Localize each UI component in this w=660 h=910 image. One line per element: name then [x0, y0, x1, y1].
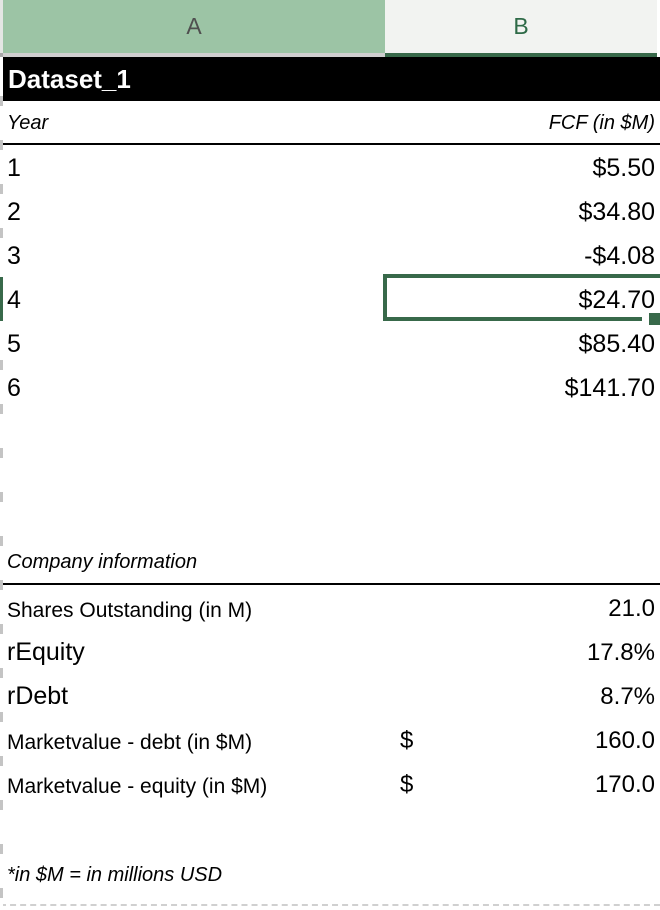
- page-break-line: [0, 904, 660, 906]
- row-boundary-tick: [0, 536, 3, 546]
- row-boundary-tick: [0, 712, 3, 722]
- column-headers: A B: [3, 0, 660, 53]
- table-row-selected: 4 $24.70: [3, 277, 660, 321]
- row-boundary-tick: [0, 800, 3, 810]
- currency-symbol: $: [400, 727, 414, 754]
- row-boundary-tick: [0, 184, 3, 194]
- info-value-cell[interactable]: 170.0: [594, 771, 655, 798]
- column-header-b[interactable]: B: [385, 0, 657, 53]
- info-value-cell[interactable]: 21.0: [608, 595, 655, 622]
- info-label-cell[interactable]: Shares Outstanding (in M): [7, 599, 253, 622]
- fcf-cell[interactable]: $5.50: [592, 154, 655, 182]
- info-value-cell[interactable]: 8.7%: [600, 683, 655, 710]
- year-cell[interactable]: 3: [7, 242, 21, 270]
- dataset-title-cell[interactable]: Dataset_1: [3, 57, 660, 101]
- year-cell[interactable]: 1: [7, 154, 21, 182]
- row-boundary-tick: [0, 140, 3, 150]
- row-boundary-tick: [0, 96, 3, 106]
- info-row: Shares Outstanding (in M) 21.0: [3, 585, 660, 629]
- fcf-cell[interactable]: -$4.08: [584, 242, 655, 270]
- year-cell[interactable]: 2: [7, 198, 21, 226]
- info-label-cell[interactable]: Marketvalue - debt (in $M): [7, 731, 253, 754]
- year-cell[interactable]: 5: [7, 330, 21, 358]
- row-boundary-tick: [0, 404, 3, 414]
- fcf-cell[interactable]: $85.40: [578, 330, 655, 358]
- currency-symbol: $: [400, 771, 414, 798]
- info-row: rEquity 17.8%: [3, 629, 660, 673]
- row-boundary-tick: [0, 888, 3, 898]
- year-cell[interactable]: 4: [7, 286, 21, 314]
- row-boundary-tick: [0, 228, 3, 238]
- row-boundary-tick: [0, 448, 3, 458]
- info-value-cell[interactable]: 17.8%: [586, 639, 655, 666]
- fcf-cell[interactable]: $141.70: [564, 374, 655, 402]
- table-row: 5 $85.40: [3, 321, 660, 365]
- year-cell[interactable]: 6: [7, 374, 21, 402]
- table-header-row: Year FCF (in $M): [3, 101, 660, 145]
- row-boundary-tick: [0, 624, 3, 634]
- table-row: 6 $141.70: [3, 365, 660, 409]
- section-heading-row: Company information: [3, 541, 660, 585]
- info-label-cell[interactable]: rEquity: [7, 638, 85, 666]
- fill-handle[interactable]: [649, 313, 660, 325]
- column-a-underline: [3, 53, 385, 57]
- fcf-cell-selected[interactable]: $24.70: [578, 286, 655, 314]
- column-b-selected-underline: [385, 53, 657, 57]
- info-row: Marketvalue - debt (in $M) $ 160.0: [3, 717, 660, 761]
- row-boundary-tick: [0, 492, 3, 502]
- footnote-cell[interactable]: *in $M = in millions USD: [7, 864, 223, 886]
- info-value-cell[interactable]: 160.0: [594, 727, 655, 754]
- footnote-row: *in $M = in millions USD: [3, 849, 660, 893]
- fcf-cell[interactable]: $34.80: [578, 198, 655, 226]
- table-row: 3 -$4.08: [3, 233, 660, 277]
- info-label-cell[interactable]: rDebt: [7, 682, 69, 710]
- column-header-underline: [3, 53, 660, 57]
- row-header-edge-joint: [0, 53, 3, 57]
- column-header-a[interactable]: A: [3, 0, 385, 53]
- table-row: 1 $5.50: [3, 145, 660, 189]
- row-header-edge-top: [0, 0, 3, 53]
- selected-row-indicator: [0, 277, 3, 321]
- row-boundary-tick: [0, 844, 3, 854]
- table-row: 2 $34.80: [3, 189, 660, 233]
- year-header-cell[interactable]: Year: [7, 112, 49, 134]
- info-row: rDebt 8.7%: [3, 673, 660, 717]
- info-row: Marketvalue - equity (in $M) $ 170.0: [3, 761, 660, 805]
- row-boundary-tick: [0, 360, 3, 370]
- row-boundary-tick: [0, 580, 3, 590]
- company-information-heading[interactable]: Company information: [7, 551, 198, 573]
- empty-row[interactable]: [3, 805, 660, 849]
- row-boundary-tick: [0, 756, 3, 766]
- fcf-header-cell[interactable]: FCF (in $M): [548, 112, 655, 134]
- fill-handle-gap: [642, 315, 649, 324]
- row-header-edge: [0, 0, 3, 910]
- empty-rows[interactable]: [3, 409, 660, 541]
- info-label-cell[interactable]: Marketvalue - equity (in $M): [7, 775, 268, 798]
- row-boundary-tick: [0, 668, 3, 678]
